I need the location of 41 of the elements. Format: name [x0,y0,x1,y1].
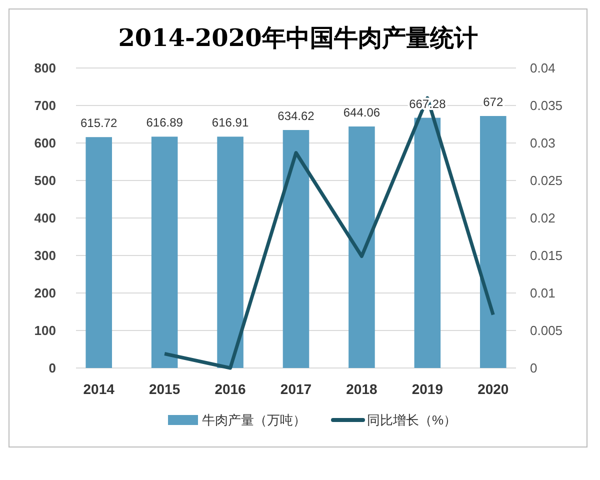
y-tick-label: 700 [34,98,56,114]
bar [414,118,441,368]
y-tick-label: 400 [34,210,56,226]
y-tick-label: 200 [34,286,56,301]
legend-label: 同比增长（%） [367,412,457,428]
bar [348,126,375,368]
bar [480,116,506,368]
y2-tick-label: 0.005 [530,323,563,338]
bar [86,137,112,368]
y2-tick-label: 0.015 [530,248,563,264]
x-tick-label: 2020 [478,381,509,397]
y2-tick-label: 0.025 [530,173,563,188]
data-label: 616.89 [146,116,184,130]
data-label: 615.72 [80,116,118,130]
y-tick-label: 500 [34,173,56,188]
data-label: 672 [483,95,504,109]
data-label: 634.62 [278,109,315,124]
y-tick-label: 800 [34,60,56,76]
x-tick-label: 2019 [412,381,444,397]
y2-tick-label: 0.02 [530,210,556,226]
bar [282,130,310,368]
y-tick-label: 100 [34,323,56,338]
x-tick-label: 2018 [346,381,378,397]
data-label: 616.91 [212,116,249,130]
data-label: 644.06 [343,105,380,120]
y2-tick-label: 0.035 [530,98,563,114]
x-tick-label: 2014 [83,381,115,397]
y-tick-label: 300 [34,248,56,264]
x-tick-label: 2015 [148,381,180,397]
y2-tick-label: 0 [530,360,538,376]
x-tick-label: 2016 [214,381,246,397]
y2-tick-label: 0.04 [530,60,556,76]
bar [217,136,244,368]
legend-label: 牛肉产量（万吨） [202,412,306,428]
y2-tick-label: 0.01 [530,286,556,301]
y2-tick-label: 0.03 [530,136,556,151]
y-tick-label: 600 [34,136,56,151]
y-tick-label: 0 [48,360,56,376]
chart-title: 2014-2020年中国牛肉产量统计 [118,23,478,52]
bar [151,136,178,368]
x-tick-label: 2017 [280,381,312,397]
